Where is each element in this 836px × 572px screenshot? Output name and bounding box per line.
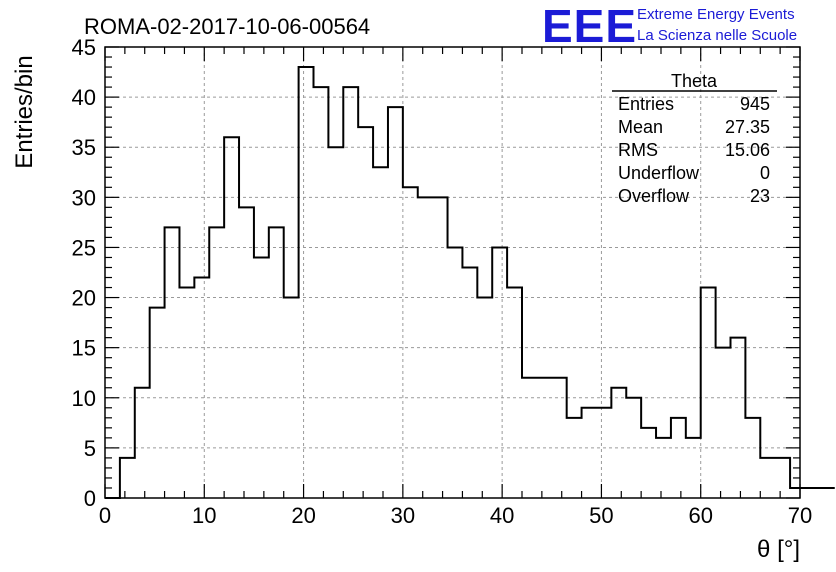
y-tick-label: 15 xyxy=(72,336,96,361)
eee-logo: EEE Extreme Energy Events La Scienza nel… xyxy=(542,0,797,52)
histogram-bin xyxy=(224,137,239,498)
stats-row-value: 15.06 xyxy=(725,140,770,160)
histogram-bin xyxy=(120,458,135,498)
stats-row-value: 945 xyxy=(740,94,770,114)
histogram-bin xyxy=(522,378,537,498)
histogram-bin xyxy=(716,348,731,498)
y-tick-label: 45 xyxy=(72,35,96,60)
y-tick-label: 35 xyxy=(72,135,96,160)
tick-labels: 0 10 20 30 40 50 60 70 0 5 10 15 20 25 30 35 40 45 xyxy=(72,35,813,528)
histogram-bin xyxy=(596,408,611,498)
grid xyxy=(105,47,800,498)
x-tick-label: 50 xyxy=(589,503,613,528)
logo-line-2: La Scienza nelle Scuole xyxy=(637,27,797,44)
x-tick-label: 70 xyxy=(788,503,812,528)
x-tick-label: 30 xyxy=(391,503,415,528)
histogram-line xyxy=(105,66,835,499)
stats-row-label: Underflow xyxy=(618,163,700,183)
histogram-bin xyxy=(165,227,180,498)
x-tick-label: 40 xyxy=(490,503,514,528)
logo-line-1: Extreme Energy Events xyxy=(637,6,795,23)
histogram-bin xyxy=(611,388,626,498)
histogram-bin xyxy=(403,187,418,498)
x-axis-label: θ [°] xyxy=(757,536,800,563)
histogram-bin xyxy=(373,167,388,498)
histogram-bin xyxy=(641,428,656,498)
logo-mark: EEE xyxy=(542,0,637,52)
histogram-bin xyxy=(686,438,701,498)
histogram-bin xyxy=(745,418,760,498)
histogram-bin xyxy=(343,87,358,498)
y-tick-label: 40 xyxy=(72,85,96,110)
stats-row-value: 23 xyxy=(750,186,770,206)
histogram-bin xyxy=(462,267,477,498)
histogram-bin xyxy=(209,227,224,498)
histogram-bin xyxy=(775,458,790,498)
histogram-bin xyxy=(567,418,582,498)
histogram-bin xyxy=(701,288,716,498)
y-tick-label: 30 xyxy=(72,185,96,210)
histogram-bin xyxy=(254,257,269,498)
histogram-bin xyxy=(448,247,463,498)
histogram-bin xyxy=(269,227,284,498)
y-tick-label: 20 xyxy=(72,286,96,311)
histogram-bin xyxy=(537,378,552,498)
y-axis-label: Entries/bin xyxy=(11,55,38,168)
stats-box: Theta Entries 945 Mean 27.35 RMS 15.06 Underfl… xyxy=(612,71,777,206)
stats-row-label: RMS xyxy=(618,140,658,160)
histogram-bin xyxy=(239,207,254,498)
histogram-bin xyxy=(299,67,314,498)
x-tick-label: 0 xyxy=(99,503,111,528)
histogram-bin xyxy=(552,378,567,498)
histogram-bin xyxy=(194,278,209,498)
histogram-bin xyxy=(656,438,671,498)
histogram-bin xyxy=(150,308,165,498)
stats-name: Theta xyxy=(671,71,718,91)
plot-frame xyxy=(104,46,801,499)
stats-row-label: Mean xyxy=(618,117,663,137)
histogram-bin xyxy=(358,127,373,498)
stats-row-label: Entries xyxy=(618,94,674,114)
histogram-bin xyxy=(760,458,775,498)
y-tick-label: 25 xyxy=(72,235,96,260)
chart-title: ROMA-02-2017-10-06-00564 xyxy=(84,14,370,39)
histogram-bin xyxy=(314,87,329,498)
histogram-bin xyxy=(820,488,835,498)
histogram-bin xyxy=(805,488,820,498)
stats-row-value: 27.35 xyxy=(725,117,770,137)
histogram-bin xyxy=(179,288,194,498)
y-tick-label: 5 xyxy=(84,436,96,461)
histogram-bin xyxy=(507,288,522,498)
histogram-bin xyxy=(328,147,343,498)
histogram-bin xyxy=(433,197,448,498)
y-tick-label: 0 xyxy=(84,486,96,511)
x-tick-label: 10 xyxy=(192,503,216,528)
histogram-bin xyxy=(135,388,150,498)
stats-row-label: Overflow xyxy=(618,186,690,206)
x-tick-label: 20 xyxy=(291,503,315,528)
x-tick-label: 60 xyxy=(688,503,712,528)
histogram-bin xyxy=(492,247,507,498)
stats-row-value: 0 xyxy=(760,163,770,183)
histogram-bin xyxy=(582,408,597,498)
histogram-bin xyxy=(790,488,805,498)
y-tick-label: 10 xyxy=(72,386,96,411)
histogram-bin xyxy=(388,107,403,498)
histogram-bin xyxy=(671,418,686,498)
histogram-bin xyxy=(731,338,746,498)
